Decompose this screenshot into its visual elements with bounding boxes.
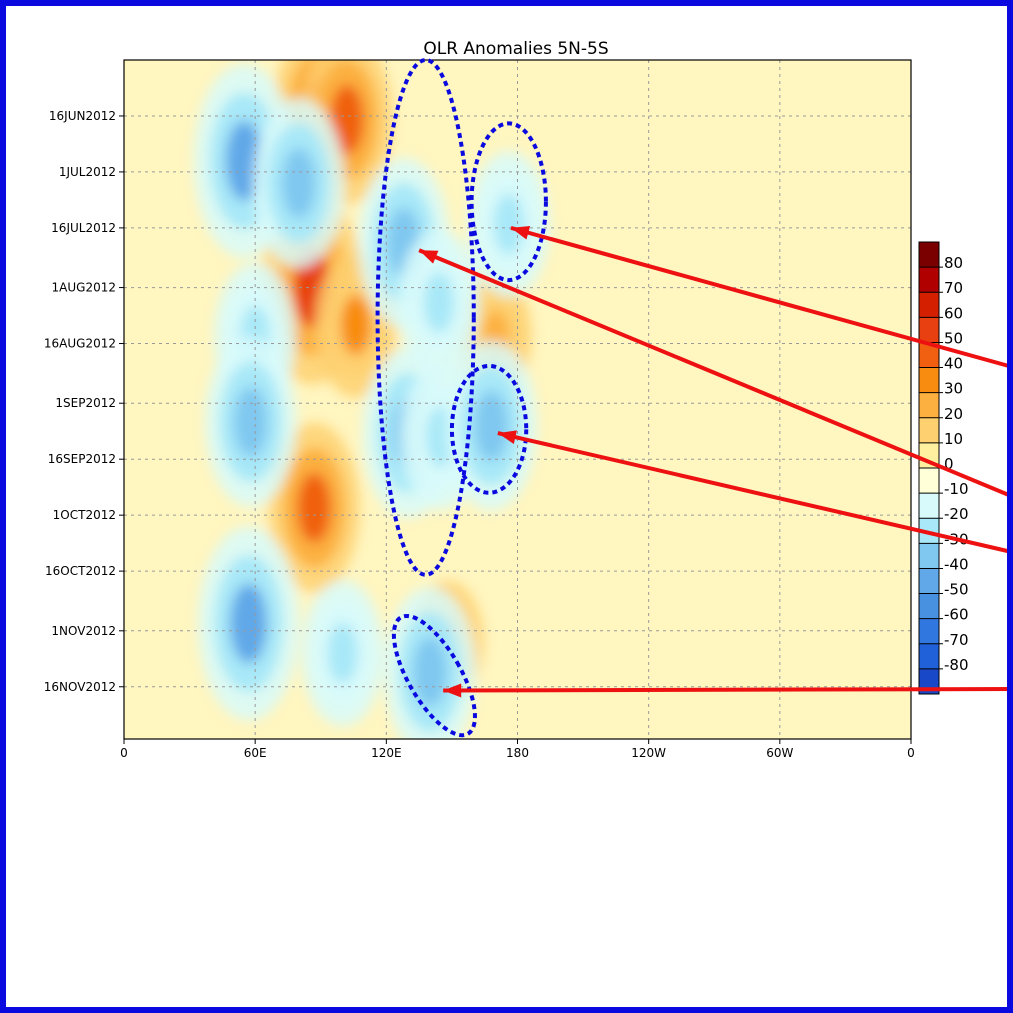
colorbar-label: 10 [944, 430, 963, 448]
colorbar-swatch [919, 342, 939, 369]
anomaly-core [230, 583, 268, 664]
y-tick-label: 1AUG2012 [52, 281, 116, 295]
pointer-arrow [497, 431, 1007, 553]
colorbar-swatch [919, 417, 939, 444]
highlight-ellipse [375, 58, 476, 577]
highlight-ellipse [391, 613, 477, 738]
arrow-head [510, 225, 531, 240]
y-tick-label: 16SEP2012 [48, 452, 116, 466]
colorbar-swatch [919, 267, 939, 293]
anomaly-core [493, 194, 524, 255]
colorbar-label: 0 [944, 455, 954, 473]
colorbar-swatch [919, 367, 939, 394]
colorbar-swatch [919, 493, 939, 519]
annotations [375, 58, 1007, 738]
y-axis-ticks: 16JUN2012 1JUL2012 16JUL2012 1AUG2012 16AUG2… [44, 109, 124, 694]
colorbar-label: 80 [944, 254, 963, 272]
colorbar-swatch [919, 643, 939, 670]
y-tick-label: 1NOV2012 [51, 624, 116, 638]
highlight-ellipse [469, 121, 548, 283]
figure-frame: OLR Anomalies 5N-5S 16JUN2012 1JUL2012 16J… [6, 6, 1007, 1007]
colorbar-label: -70 [944, 631, 969, 649]
colorbar-label: 20 [944, 405, 963, 423]
anomaly-core [282, 148, 316, 219]
colorbar: 80706050403020100-10-20-30-40-50-60-70-8… [918, 241, 969, 695]
y-tick-label: 1SEP2012 [55, 396, 116, 410]
pointer-arrow [418, 248, 1007, 497]
pointer-arrow [443, 687, 1007, 693]
colorbar-swatch [919, 618, 939, 645]
colorbar-swatch [919, 292, 939, 318]
x-tick-label: 60W [766, 746, 793, 760]
colorbar-swatch [919, 543, 939, 569]
anomaly-core [340, 294, 371, 355]
anomaly-core [297, 472, 331, 543]
y-tick-label: 16JUN2012 [49, 109, 116, 123]
x-axis-ticks: 0 60E 120E 180 120W 60W 0 [120, 739, 915, 760]
colorbar-label: -10 [944, 480, 969, 498]
colorbar-swatch [919, 593, 939, 620]
x-tick-label: 0 [120, 746, 128, 760]
y-tick-label: 16AUG2012 [44, 337, 116, 351]
anomaly-core [233, 386, 268, 457]
x-tick-label: 180 [506, 746, 529, 760]
colorbar-label: -20 [944, 505, 969, 523]
anomaly-blobs [193, 60, 550, 739]
colorbar-label: 60 [944, 304, 963, 322]
anomaly-core [413, 636, 447, 707]
grid-lines [124, 60, 911, 739]
x-tick-label: 0 [907, 746, 915, 760]
y-tick-label: 1JUL2012 [59, 165, 116, 179]
anomaly-core [474, 390, 509, 461]
colorbar-swatch [919, 568, 939, 595]
colorbar-swatch [919, 317, 939, 343]
colorbar-label: -60 [944, 606, 969, 624]
colorbar-label: 30 [944, 380, 963, 398]
anomaly-core [423, 272, 454, 333]
anomaly-core [327, 623, 358, 684]
colorbar-label: -50 [944, 581, 969, 599]
colorbar-swatch [919, 242, 939, 268]
colorbar-label: 70 [944, 279, 963, 297]
x-tick-label: 120W [631, 746, 666, 760]
colorbar-swatch [919, 392, 939, 419]
arrow-head [419, 250, 439, 264]
y-tick-label: 16NOV2012 [44, 680, 116, 694]
y-tick-label: 1OCT2012 [53, 508, 116, 522]
y-tick-label: 16OCT2012 [45, 564, 116, 578]
pointer-arrow [510, 225, 1007, 368]
chart-title: OLR Anomalies 5N-5S [423, 39, 608, 59]
colorbar-label: -40 [944, 555, 969, 573]
x-tick-label: 120E [371, 746, 402, 760]
colorbar-swatch [919, 468, 939, 494]
olr-hovmoller-chart: OLR Anomalies 5N-5S 16JUN20121JUL201216J… [44, 39, 1007, 760]
y-tick-label: 16JUL2012 [51, 221, 116, 235]
highlight-ellipse [449, 363, 529, 495]
arrow-head [443, 683, 462, 698]
colorbar-label: 40 [944, 355, 963, 373]
colorbar-label: 50 [944, 329, 963, 347]
arrow-head [497, 430, 517, 444]
colorbar-label: -80 [944, 656, 969, 674]
anomaly-core [330, 84, 364, 155]
x-tick-label: 60E [244, 746, 267, 760]
